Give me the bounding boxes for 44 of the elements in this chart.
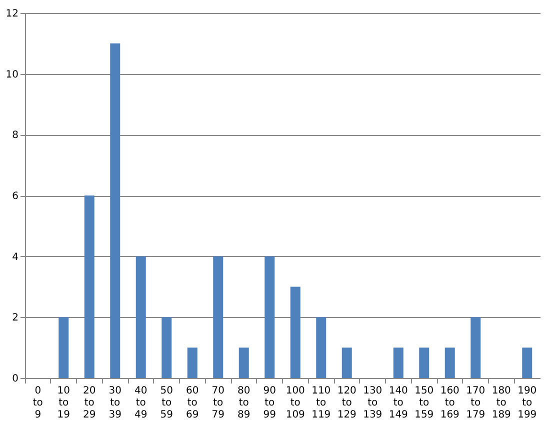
x-tick-label: 100 to 109	[286, 386, 305, 420]
x-tick-label: 140 to 149	[388, 386, 408, 420]
bar	[264, 256, 275, 378]
y-tick-label: 10	[6, 69, 18, 80]
bar	[136, 256, 146, 378]
bar	[84, 196, 94, 378]
x-tick-label: 180 to 189	[492, 386, 511, 420]
x-tick-label: 170 to 179	[466, 386, 486, 420]
x-tick-label: 120 to 129	[337, 386, 356, 420]
x-tick-label: 40 to 49	[134, 386, 148, 420]
x-tick-label: 160 to 169	[440, 386, 460, 420]
bar	[522, 348, 532, 378]
x-tick-label: 190 to 199	[518, 386, 537, 420]
y-tick-label: 2	[12, 312, 18, 324]
bar	[213, 256, 224, 378]
x-tick-label: 80 to 89	[238, 386, 250, 420]
bar	[162, 317, 172, 378]
x-tick-label: 10 to 19	[57, 386, 70, 420]
bar	[290, 286, 300, 378]
y-tick-label: 6	[12, 191, 18, 202]
bar	[58, 317, 69, 378]
x-tick-label: 90 to 99	[263, 386, 276, 420]
bar	[316, 317, 326, 378]
x-tick-label: 70 to 79	[212, 386, 224, 420]
x-tick-label: 110 to 119	[312, 386, 331, 420]
y-tick-label: 0	[12, 374, 18, 384]
y-tick-label: 8	[12, 130, 18, 142]
bar	[110, 43, 120, 378]
x-tick-label: 0 to 9	[32, 386, 43, 420]
bar	[419, 348, 430, 378]
bar	[238, 348, 249, 378]
bar	[342, 348, 352, 378]
bar	[470, 317, 481, 378]
bar	[444, 348, 455, 378]
y-tick-label: 4	[12, 252, 18, 263]
x-tick-label: 20 to 29	[83, 386, 96, 420]
x-tick-label: 130 to 139	[363, 386, 382, 420]
x-tick-label: 50 to 59	[160, 386, 173, 420]
x-tick-label: 30 to 39	[108, 386, 122, 420]
x-tick-label: 150 to 159	[414, 386, 434, 420]
x-tick-label: 60 to 69	[186, 386, 199, 420]
bar	[393, 348, 404, 378]
y-tick-label: 12	[6, 8, 18, 20]
bar	[187, 348, 198, 378]
